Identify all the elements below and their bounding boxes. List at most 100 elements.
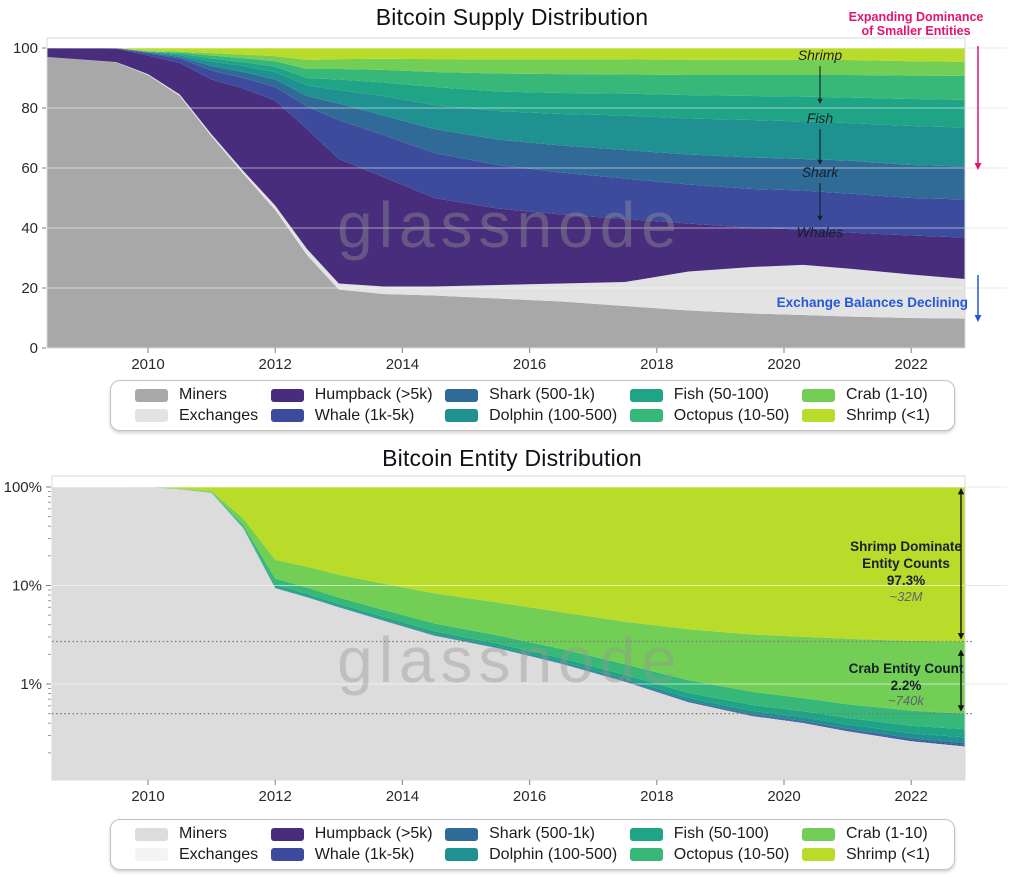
legend-item-octopus-10-50: Octopus (10-50) [629, 407, 790, 425]
area-miners [52, 487, 965, 780]
legend-swatch [135, 388, 168, 402]
legend-swatch [629, 827, 663, 841]
x-tick-label: 2018 [640, 788, 673, 805]
legend-swatch [801, 388, 835, 402]
supply-chart: 0 20 40 60 80 100 2010 2012 2014 2016 2018 2020 2022… [13, 10, 1007, 373]
legend-item-dolphin-100-500: Dolphin (100-500) [445, 407, 617, 425]
x-tick-label: 2018 [640, 356, 673, 373]
entity-areas [52, 487, 965, 780]
legend-label: Humpback (>5k) [314, 386, 433, 404]
legend-column: Crab (1-10) Shrimp (<1) [801, 825, 930, 864]
legend-item-crab-1-10: Crab (1-10) [801, 386, 930, 404]
watermark: glassnode [337, 189, 683, 261]
legend-swatch [135, 848, 168, 862]
legend-label: Octopus (10-50) [673, 407, 790, 424]
x-tick-label: 2012 [259, 356, 292, 373]
arrowhead [817, 98, 823, 104]
legend-column: Humpback (>5k) Whale (1k-5k) [270, 386, 433, 425]
x-tick-label: 2010 [131, 356, 164, 373]
watermark: glassnode [337, 624, 683, 696]
legend-column: Crab (1-10) Shrimp (<1) [801, 386, 930, 425]
legend-swatch [445, 827, 479, 841]
x-tick-label: 2022 [895, 788, 928, 805]
band-label-whales: Whales [797, 224, 844, 240]
area-dolphin-100-500 [47, 48, 965, 167]
legend-item-miners: Miners [135, 386, 258, 404]
exchange-declining-arrow [974, 275, 982, 322]
y-tick-label: 40 [21, 220, 38, 237]
x-tick-label: 2012 [259, 788, 292, 805]
band-label-shark: Shark [802, 164, 840, 180]
arrowhead [974, 163, 982, 170]
legend-swatch [629, 388, 663, 402]
legend-label: Shrimp (<1) [845, 846, 930, 863]
y-tick-label: 0 [30, 340, 38, 357]
y-tick-label: 60 [21, 160, 38, 177]
area-shrimp-1 [47, 48, 965, 62]
y-tick-label: 80 [21, 100, 38, 117]
legend-label: Crab (1-10) [845, 825, 928, 843]
legend-item-octopus-10-50: Octopus (10-50) [629, 846, 789, 864]
legend-item-dolphin-100-500: Dolphin (100-500) [445, 846, 617, 864]
x-tick-label: 2022 [895, 356, 928, 373]
legend-swatch [445, 388, 479, 402]
legend-item-whale-1k-5k: Whale (1k-5k) [270, 407, 433, 425]
legend-label: Humpback (>5k) [314, 825, 433, 843]
entity-chart: 100% 10% 1% 2010 2012 2014 2016 2018 2020 2022 gla… [4, 475, 1007, 805]
shrimp-range-arrow [957, 488, 965, 640]
band-label-shrimp: Shrimp [798, 47, 843, 63]
entity-chart-title: Bitcoin Entity Distribution [382, 445, 642, 471]
arrowhead [957, 488, 965, 495]
legend-label: Shrimp (<1) [845, 407, 930, 424]
entity-gridlines [52, 486, 1007, 685]
supply-gridlines [47, 47, 1007, 289]
legend-item-shrimp-1: Shrimp (<1) [801, 846, 930, 864]
legend-swatch [801, 827, 835, 841]
legend-item-shrimp-1: Shrimp (<1) [801, 407, 930, 425]
legend-item-exchanges: Exchanges [135, 407, 258, 425]
legend-column: Fish (50-100) Octopus (10-50) [629, 386, 790, 425]
entity-axes: 100% 10% 1% 2010 2012 2014 2016 2018 2020 2022 [4, 479, 928, 805]
arrowhead [957, 705, 965, 712]
plot-frame [51, 475, 966, 781]
x-tick-label: 2014 [386, 356, 419, 373]
entity-chart-legend: Miners Exchanges Humpback (>5k) Whale (1k-5… [110, 819, 955, 870]
legend-swatch [629, 848, 663, 862]
legend-swatch [135, 827, 168, 841]
area-crab-1-10 [52, 487, 965, 714]
arrowhead [817, 215, 823, 221]
legend-label: Shark (500-1k) [489, 825, 595, 843]
area-shrimp-1 [52, 487, 965, 642]
y-tick-label: 10% [12, 578, 42, 595]
supply-chart-title: Bitcoin Supply Distribution [375, 4, 649, 30]
entity-annotations: Shrimp Dominate Entity Counts 97.3%~32M Cra… [52, 488, 972, 715]
y-tick-label: 20 [21, 280, 38, 297]
area-shark-500-1k [47, 48, 965, 200]
annotation-crab-count: ~740k [888, 693, 925, 708]
y-tick-label: 100% [4, 479, 42, 496]
annotation-exchange-declining: Exchange Balances Declining [777, 295, 968, 310]
legend-column: Shark (500-1k) Dolphin (100-500) [445, 825, 617, 864]
legend-column: Fish (50-100) Octopus (10-50) [629, 825, 789, 864]
legend-column: Humpback (>5k) Whale (1k-5k) [270, 825, 433, 864]
arrowhead [957, 649, 965, 656]
band-label-fish: Fish [807, 110, 834, 126]
x-tick-label: 2016 [513, 788, 546, 805]
legend-item-shark-500-1k: Shark (500-1k) [445, 386, 617, 404]
x-tick-label: 2014 [386, 788, 419, 805]
x-tick-label: 2020 [767, 788, 800, 805]
annotation-crab-entity-count: Crab Entity Count [849, 661, 964, 676]
area-miners [47, 57, 965, 348]
supply-chart-legend: Miners Exchanges Humpback (>5k) Whale (1k-5… [110, 380, 955, 431]
area-octopus-10-50 [47, 48, 965, 100]
legend-item-crab-1-10: Crab (1-10) [801, 825, 930, 843]
legend-swatch [270, 827, 304, 841]
area-whale-1k-5k [47, 48, 965, 238]
annotation-shrimp-dominate: Shrimp Dominate [850, 539, 962, 554]
legend-item-shark-500-1k: Shark (500-1k) [445, 825, 617, 843]
band-arrow [817, 129, 823, 165]
annotation-shrimp-count: ~32M [890, 589, 923, 604]
arrowhead [817, 159, 823, 165]
legend-label: Miners [179, 386, 228, 404]
